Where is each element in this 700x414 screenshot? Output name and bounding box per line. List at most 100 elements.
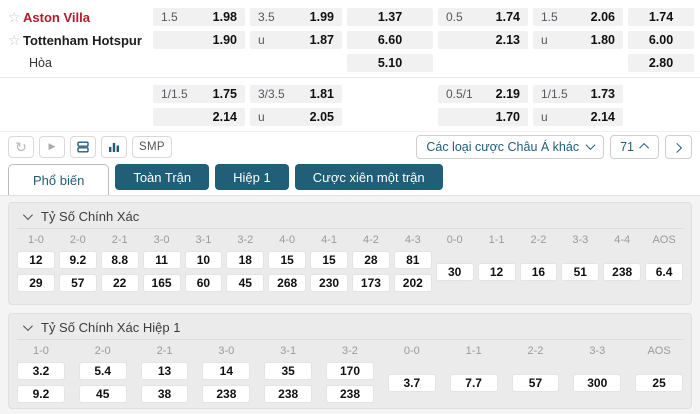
score-odds-cell[interactable]: 268 xyxy=(268,274,307,292)
refresh-button[interactable]: ↻ xyxy=(8,135,34,158)
score-column-label: 2-2 xyxy=(527,345,544,357)
score-odds-cell[interactable]: 30 xyxy=(435,262,474,281)
score-column-cells: 238 xyxy=(603,251,642,292)
score-odds-cell[interactable]: 202 xyxy=(393,274,432,292)
score-odds-cell[interactable]: 238 xyxy=(202,385,251,403)
score-odds-cell[interactable]: 60 xyxy=(184,274,223,292)
score-column-cells: 15 268 xyxy=(268,251,307,292)
score-odds-cell[interactable]: 57 xyxy=(58,274,97,292)
score-odds-cell[interactable]: 12 xyxy=(17,251,55,269)
odds-cell[interactable]: 2.14 xyxy=(153,108,245,126)
score-odds-cell[interactable]: 18 xyxy=(226,251,265,269)
asian-markets-dropdown[interactable]: Các loại cược Châu Á khác xyxy=(416,134,605,159)
score-odds-cell[interactable]: 8.8 xyxy=(100,251,139,269)
score-odds-cell[interactable]: 6.4 xyxy=(645,262,683,281)
score-odds-cell[interactable]: 3.2 xyxy=(17,362,65,380)
score-odds-cell[interactable]: 10 xyxy=(184,251,223,269)
odds-cell[interactable]: 6.60 xyxy=(347,31,433,49)
odds-cell[interactable]: 1.5 2.06 xyxy=(533,8,623,26)
score-odds-cell[interactable]: 230 xyxy=(310,274,348,292)
market-count-button[interactable]: 71 xyxy=(610,134,659,159)
odds-cell[interactable]: 1.74 xyxy=(628,8,694,26)
odds-cell[interactable]: 1.90 xyxy=(153,31,245,49)
score-odds-cell[interactable]: 16 xyxy=(519,262,558,281)
score-odds-cell[interactable]: 173 xyxy=(352,274,390,292)
score-odds-cell[interactable]: 165 xyxy=(142,274,181,292)
next-match-button[interactable] xyxy=(665,134,692,159)
odds-value: 1.98 xyxy=(212,10,237,24)
section-divider xyxy=(17,228,683,229)
score-column-label: 3-1 xyxy=(280,345,297,357)
score-odds-cell[interactable]: 13 xyxy=(140,362,189,380)
layers-button[interactable] xyxy=(70,135,96,158)
score-odds-cell[interactable]: 28 xyxy=(352,251,390,269)
handicap-label: u xyxy=(541,33,548,47)
score-column-cells: 57 xyxy=(511,362,560,403)
score-column-label: 4-0 xyxy=(279,234,296,246)
score-odds-cell[interactable]: 238 xyxy=(603,262,642,281)
tab-popular[interactable]: Phổ biến xyxy=(8,164,110,195)
score-odds-cell[interactable]: 15 xyxy=(310,251,348,269)
star-icon[interactable]: ☆ xyxy=(8,8,21,25)
tab-first-half[interactable]: Hiệp 1 xyxy=(215,164,289,190)
score-column-label: 4-4 xyxy=(614,234,631,246)
odds-cell[interactable]: u 2.05 xyxy=(250,108,342,126)
odds-cell[interactable]: u 1.80 xyxy=(533,31,623,49)
score-odds-cell[interactable]: 29 xyxy=(17,274,55,292)
score-odds-cell[interactable]: 12 xyxy=(477,262,516,281)
score-odds-cell[interactable]: 238 xyxy=(326,385,374,403)
score-odds-cell[interactable]: 51 xyxy=(561,262,600,281)
odds-cell[interactable]: 3.5 1.99 xyxy=(250,8,342,26)
score-odds-cell[interactable]: 238 xyxy=(264,385,313,403)
score-section-header[interactable]: Tỷ Số Chính Xác xyxy=(17,207,683,225)
score-column-cells: 5.4 45 xyxy=(78,362,127,403)
odds-value: 5.10 xyxy=(377,56,403,70)
odds-cell[interactable]: 2.80 xyxy=(628,54,694,72)
score-odds-cell[interactable]: 11 xyxy=(142,251,181,269)
score-column-label: AOS xyxy=(647,345,671,357)
odds-cell[interactable]: 5.10 xyxy=(347,54,433,72)
stats-button[interactable] xyxy=(101,135,127,158)
score-odds-cell[interactable]: 45 xyxy=(78,385,127,403)
score-odds-cell[interactable]: 300 xyxy=(573,373,622,392)
score-odds-cell[interactable]: 81 xyxy=(393,251,432,269)
tab-full-match[interactable]: Toàn Trận xyxy=(115,164,210,190)
score-odds-cell[interactable]: 9.2 xyxy=(58,251,97,269)
odds-cell[interactable]: 3/3.5 1.81 xyxy=(250,85,342,103)
odds-cell[interactable]: 1/1.5 1.75 xyxy=(153,85,245,103)
odds-cell[interactable]: u 1.87 xyxy=(250,31,342,49)
score-odds-cell[interactable]: 25 xyxy=(635,373,683,392)
star-icon[interactable]: ☆ xyxy=(8,31,21,48)
score-odds-cell[interactable]: 15 xyxy=(268,251,307,269)
odds-value: 1.37 xyxy=(377,10,403,24)
score-odds-cell[interactable]: 22 xyxy=(100,274,139,292)
odds-value: 1.75 xyxy=(212,87,237,101)
play-button[interactable]: ▶ xyxy=(39,135,65,158)
smp-button[interactable]: SMP xyxy=(132,135,172,158)
score-odds-cell[interactable]: 9.2 xyxy=(17,385,65,403)
score-section: Tỷ Số Chính Xác 1-0 12 29 2-0 9.2 57 2-1 8.8 22 3-… xyxy=(8,202,692,305)
odds-cell[interactable]: 1.37 xyxy=(347,8,433,26)
odds-cell[interactable]: 2.13 xyxy=(438,31,528,49)
score-column: 0-0 30 xyxy=(435,233,474,292)
odds-cell[interactable]: u 2.14 xyxy=(533,108,623,126)
score-odds-cell[interactable]: 57 xyxy=(511,373,560,392)
odds-value: 2.19 xyxy=(495,87,520,101)
odds-cell[interactable]: 0.5/1 2.19 xyxy=(438,85,528,103)
odds-cell[interactable]: 1/1.5 1.73 xyxy=(533,85,623,103)
odds-cell[interactable]: 6.00 xyxy=(628,31,694,49)
tab-single-match-parlay[interactable]: Cược xiên một trận xyxy=(294,164,443,190)
score-odds-cell[interactable]: 3.7 xyxy=(387,373,436,392)
score-odds-cell[interactable]: 35 xyxy=(264,362,313,380)
score-section-header[interactable]: Tỷ Số Chính Xác Hiệp 1 xyxy=(17,318,683,336)
odds-cell[interactable]: 1.70 xyxy=(438,108,528,126)
score-odds-cell[interactable]: 170 xyxy=(326,362,374,380)
score-odds-cell[interactable]: 45 xyxy=(226,274,265,292)
odds-cell[interactable]: 1.5 1.98 xyxy=(153,8,245,26)
score-odds-cell[interactable]: 38 xyxy=(140,385,189,403)
odds-cell[interactable]: 0.5 1.74 xyxy=(438,8,528,26)
score-odds-cell[interactable]: 14 xyxy=(202,362,251,380)
score-odds-cell[interactable]: 7.7 xyxy=(449,373,498,392)
score-odds-cell[interactable]: 5.4 xyxy=(78,362,127,380)
